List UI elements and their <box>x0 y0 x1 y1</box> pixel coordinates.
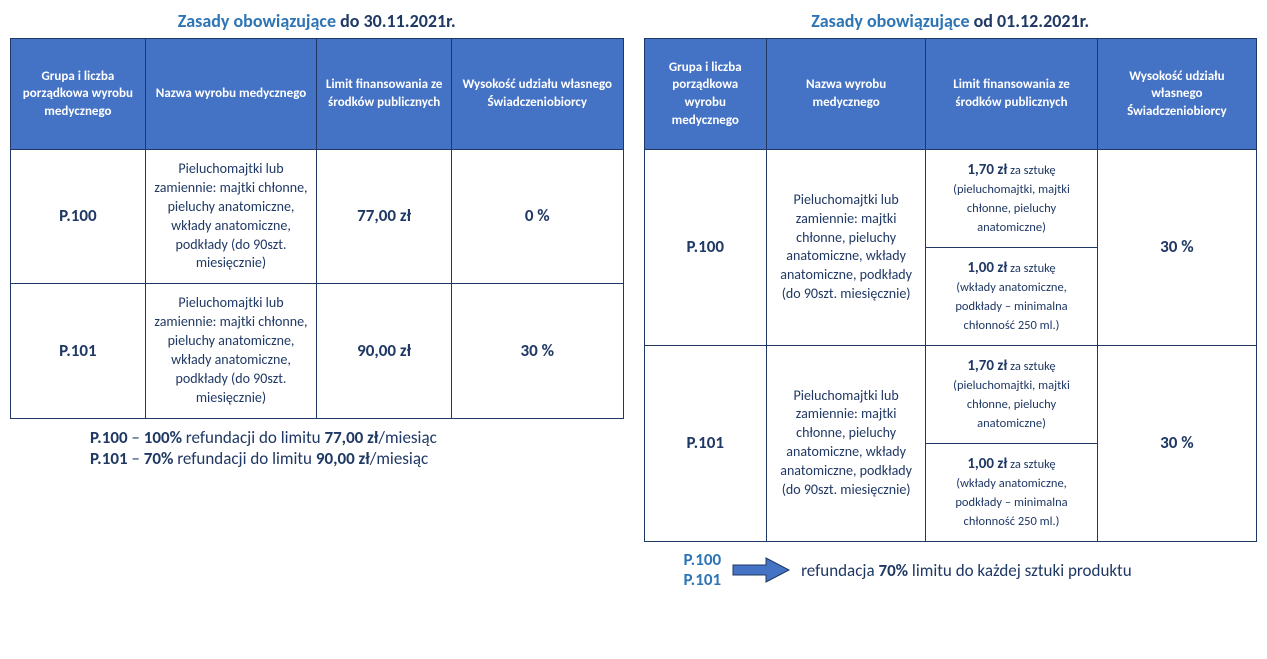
lf0-suf: /miesiąc <box>378 427 436 448</box>
rf-pre: refundacja <box>801 560 878 581</box>
left-table: Grupa i liczba porządkowa wyrobu medyczn… <box>10 38 624 419</box>
right-limit-0-0: 1,70 zł za sztukę (pieluchomajtki, majtk… <box>926 150 1098 248</box>
right-desc-0: Pieluchomajtki lub zamiennie: majtki chł… <box>767 150 926 346</box>
rf-code-0: P.100 <box>684 550 722 570</box>
r10-price: 1,70 zł <box>967 357 1007 375</box>
lf1-dash: – <box>128 448 144 469</box>
lf0-code: P.100 <box>90 427 128 448</box>
right-footer: P.100 P.101 refundacja 70% limitu do każ… <box>644 550 1258 591</box>
left-limit-0: 77,00 zł <box>317 150 452 284</box>
left-desc-1: Pieluchomajtki lub zamiennie: majtki chł… <box>145 284 317 418</box>
right-limit-0-1: 1,00 zł za sztukę (wkłady anatomiczne, p… <box>926 247 1098 345</box>
lf1-suf: /miesiąc <box>370 448 428 469</box>
table-row: P.100 Pieluchomajtki lub zamiennie: majt… <box>11 150 624 284</box>
lf1-lim: 90,00 zł <box>316 448 370 469</box>
left-title: Zasady obowiązujące do 30.11.2021r. <box>10 10 624 32</box>
right-footer-codes: P.100 P.101 <box>684 550 722 591</box>
lf1-code: P.101 <box>90 448 128 469</box>
r11-price: 1,00 zł <box>967 455 1007 473</box>
right-h0: Grupa i liczba porządkowa wyrobu medyczn… <box>644 39 767 150</box>
right-title-date: od 01.12.2021r. <box>974 10 1090 32</box>
right-title-prefix: Zasady obowiązujące <box>811 10 973 32</box>
r00-note: (pieluchomajtki, majtki chłonne, pieluch… <box>953 182 1070 235</box>
left-h0: Grupa i liczba porządkowa wyrobu medyczn… <box>11 39 146 150</box>
rf-pct: 70% <box>878 560 908 581</box>
left-code-0: P.100 <box>11 150 146 284</box>
left-pct-0: 0 % <box>452 150 624 284</box>
left-h2: Limit finansowania ze środków publicznyc… <box>317 39 452 150</box>
right-code-0: P.100 <box>644 150 767 346</box>
lf0-lim: 77,00 zł <box>324 427 378 448</box>
left-footer-line-1: P.101 – 70% refundacji do limitu 90,00 z… <box>90 448 624 469</box>
left-title-prefix: Zasady obowiązujące <box>178 10 340 32</box>
lf1-pct: 70% <box>144 448 174 469</box>
lf0-mid: refundacji do limitu <box>182 427 324 448</box>
r11-unit: za sztukę <box>1007 457 1055 472</box>
r00-price: 1,70 zł <box>967 161 1007 179</box>
right-title: Zasady obowiązujące od 01.12.2021r. <box>644 10 1258 32</box>
r11-note: (wkłady anatomiczne, podkłady – minimaln… <box>955 476 1067 529</box>
table-row: P.101 Pieluchomajtki lub zamiennie: majt… <box>11 284 624 418</box>
left-footer-line-0: P.100 – 100% refundacji do limitu 77,00 … <box>90 427 624 448</box>
left-panel: Zasady obowiązujące do 30.11.2021r. Grup… <box>10 10 624 590</box>
left-header-row: Grupa i liczba porządkowa wyrobu medyczn… <box>11 39 624 150</box>
right-code-1: P.101 <box>644 345 767 541</box>
table-row: P.100 Pieluchomajtki lub zamiennie: majt… <box>644 150 1257 248</box>
right-h2: Limit finansowania ze środków publicznyc… <box>926 39 1098 150</box>
page-container: Zasady obowiązujące do 30.11.2021r. Grup… <box>10 10 1257 590</box>
left-title-date: do 30.11.2021r. <box>340 10 456 32</box>
r01-unit: za sztukę <box>1007 261 1055 276</box>
right-limit-1-1: 1,00 zł za sztukę (wkłady anatomiczne, p… <box>926 443 1098 541</box>
left-desc-0: Pieluchomajtki lub zamiennie: majtki chł… <box>145 150 317 284</box>
left-limit-1: 90,00 zł <box>317 284 452 418</box>
rf-code-1: P.101 <box>684 570 722 590</box>
r10-unit: za sztukę <box>1007 359 1055 374</box>
right-pct-1: 30 % <box>1097 345 1256 541</box>
right-table: Grupa i liczba porządkowa wyrobu medyczn… <box>644 38 1258 542</box>
right-h3: Wysokość udziału własnego Świadczeniobio… <box>1097 39 1256 150</box>
r00-unit: za sztukę <box>1007 163 1055 178</box>
left-h1: Nazwa wyrobu medycznego <box>145 39 317 150</box>
lf1-mid: refundacji do limitu <box>173 448 315 469</box>
right-desc-1: Pieluchomajtki lub zamiennie: majtki chł… <box>767 345 926 541</box>
right-limit-1-0: 1,70 zł za sztukę (pieluchomajtki, majtk… <box>926 345 1098 443</box>
table-row: P.101 Pieluchomajtki lub zamiennie: majt… <box>644 345 1257 443</box>
right-pct-0: 30 % <box>1097 150 1256 346</box>
r10-note: (pieluchomajtki, majtki chłonne, pieluch… <box>953 378 1070 431</box>
right-panel: Zasady obowiązujące od 01.12.2021r. Grup… <box>644 10 1258 590</box>
arrow-right-icon <box>731 555 791 585</box>
lf0-pct: 100% <box>144 427 182 448</box>
left-h3: Wysokość udziału własnego Świadczeniobio… <box>452 39 624 150</box>
right-h1: Nazwa wyrobu medycznego <box>767 39 926 150</box>
left-footer: P.100 – 100% refundacji do limitu 77,00 … <box>10 427 624 469</box>
lf0-dash: – <box>128 427 144 448</box>
left-code-1: P.101 <box>11 284 146 418</box>
r01-note: (wkłady anatomiczne, podkłady – minimaln… <box>955 280 1067 333</box>
right-footer-text: refundacja 70% limitu do każdej sztuki p… <box>801 560 1132 581</box>
right-header-row: Grupa i liczba porządkowa wyrobu medyczn… <box>644 39 1257 150</box>
r01-price: 1,00 zł <box>967 259 1007 277</box>
left-pct-1: 30 % <box>452 284 624 418</box>
rf-post: limitu do każdej sztuki produktu <box>908 560 1132 581</box>
